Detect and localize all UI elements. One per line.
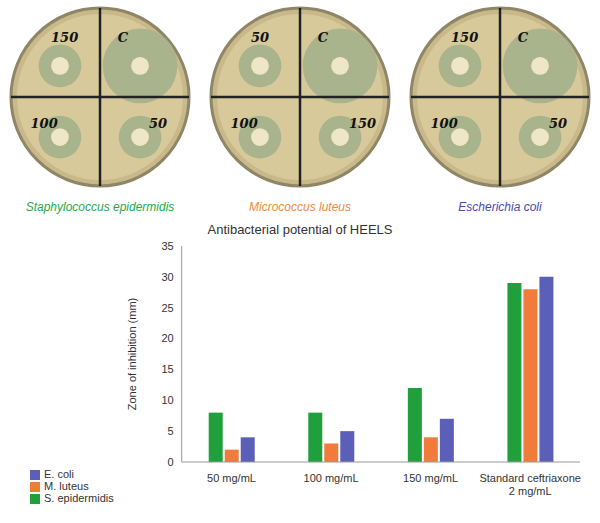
- svg-text:10: 10: [161, 394, 173, 406]
- svg-text:150: 150: [451, 30, 478, 45]
- html-text:Escherichia coli: Escherichia coli: [458, 200, 542, 214]
- svg-text:C: C: [318, 30, 329, 45]
- svg-text:0: 0: [168, 456, 174, 468]
- svg-text:50: 50: [149, 116, 167, 131]
- svg-text:5: 5: [168, 425, 174, 437]
- svg-text:50: 50: [549, 116, 567, 131]
- svg-text:20: 20: [161, 332, 173, 344]
- svg-text:150: 150: [349, 116, 376, 131]
- html-text:E. coli: E. coli: [44, 467, 74, 480]
- html-text:Staphylococcus epidermidis: Staphylococcus epidermidis: [25, 200, 175, 214]
- svg-text:Zone of inhibition (mm): Zone of inhibition (mm): [126, 298, 138, 411]
- svg-text:15: 15: [161, 363, 173, 375]
- svg-text:35: 35: [161, 240, 173, 252]
- svg-text:100: 100: [431, 116, 458, 131]
- svg-text:30: 30: [161, 271, 173, 283]
- svg-text:Standard ceftriaxone2 mg/mL: Standard ceftriaxone2 mg/mL: [479, 472, 581, 497]
- svg-text:150: 150: [51, 30, 78, 45]
- svg-text:50: 50: [251, 30, 269, 45]
- svg-text:25: 25: [161, 302, 173, 314]
- html-text:M. luteus: M. luteus: [44, 479, 89, 492]
- svg-text:100: 100: [231, 116, 258, 131]
- svg-text:50 mg/mL: 50 mg/mL: [207, 472, 256, 484]
- html-text:Micrococcus luteus: Micrococcus luteus: [249, 200, 351, 214]
- html-text:Antibacterial potential of HEE: Antibacterial potential of HEELS: [207, 222, 393, 237]
- svg-text:100 mg/mL: 100 mg/mL: [304, 472, 359, 484]
- svg-text:150 mg/mL: 150 mg/mL: [403, 472, 458, 484]
- svg-text:C: C: [118, 30, 129, 45]
- html-text:S. epidermidis: S. epidermidis: [44, 491, 114, 504]
- svg-text:100: 100: [31, 116, 58, 131]
- svg-text:C: C: [518, 30, 529, 45]
